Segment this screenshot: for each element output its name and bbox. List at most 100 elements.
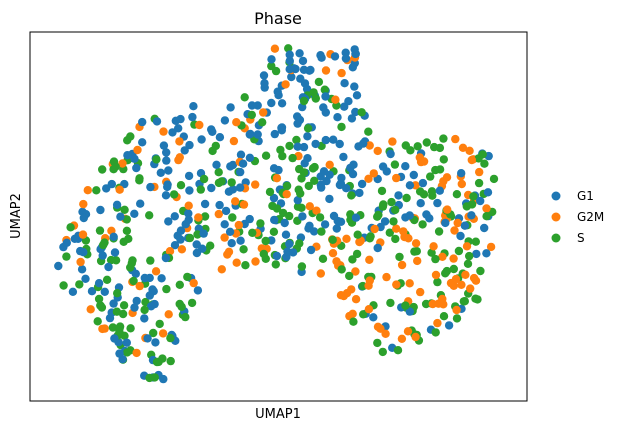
data-point-g1 (104, 262, 113, 272)
data-point-g2m (165, 247, 175, 256)
data-point-s (385, 228, 394, 237)
data-point-s (390, 160, 400, 169)
data-point-s (123, 348, 132, 357)
data-point-s (95, 226, 105, 235)
data-point-g1 (329, 211, 339, 221)
data-point-g1 (422, 210, 431, 219)
data-point-g1 (170, 241, 180, 250)
data-point-g1 (130, 154, 139, 163)
data-point-g2m (428, 299, 437, 309)
data-point-g2m (431, 270, 441, 280)
data-point-g2m (458, 143, 468, 152)
data-point-g2m (217, 265, 226, 274)
data-point-g2m (331, 95, 340, 104)
legend-label-g2m: G2M (577, 210, 604, 224)
data-point-g1 (131, 269, 140, 278)
data-point-g1 (416, 199, 425, 208)
data-point-s (271, 260, 280, 269)
data-point-g2m (175, 137, 184, 146)
data-point-s (373, 338, 382, 348)
data-point-g2m (174, 155, 183, 165)
data-point-s (118, 309, 128, 319)
data-point-g2m (223, 250, 232, 259)
data-point-g1 (215, 133, 225, 142)
data-point-g2m (86, 305, 95, 314)
legend-marker-g1 (551, 191, 561, 201)
data-point-g1 (225, 227, 235, 236)
data-point-g1 (94, 279, 104, 288)
data-point-s (391, 234, 400, 244)
data-point-g1 (143, 334, 152, 343)
data-point-g2m (159, 127, 168, 136)
data-point-g1 (298, 56, 308, 66)
data-point-s (150, 373, 159, 382)
data-point-g2m (471, 276, 481, 285)
data-point-g1 (260, 79, 269, 88)
data-point-s (108, 323, 118, 332)
data-point-g1 (140, 273, 149, 283)
data-point-s (471, 294, 480, 303)
data-point-s (426, 172, 435, 181)
data-point-s (465, 251, 474, 261)
data-point-s (431, 328, 440, 337)
data-point-g1 (274, 165, 283, 175)
data-point-g1 (380, 217, 390, 226)
data-point-g1 (351, 107, 360, 117)
data-point-g2m (251, 257, 260, 266)
data-point-g2m (78, 230, 88, 239)
data-point-s (418, 220, 427, 229)
data-point-g1 (270, 129, 279, 139)
data-point-s (452, 190, 462, 199)
data-point-s (181, 312, 190, 322)
data-point-g1 (110, 248, 120, 257)
data-point-g1 (288, 248, 298, 257)
data-point-g1 (293, 142, 302, 151)
data-point-s (357, 108, 366, 117)
data-point-s (452, 314, 462, 323)
data-point-g2m (365, 255, 374, 264)
data-point-g1 (285, 239, 294, 249)
data-point-s (124, 234, 133, 243)
data-point-g1 (352, 91, 362, 100)
data-point-g2m (164, 310, 173, 319)
data-point-g2m (449, 281, 458, 290)
data-point-s (96, 301, 105, 310)
data-point-g1 (161, 191, 171, 200)
data-point-g2m (364, 174, 373, 183)
data-point-g1 (162, 148, 171, 157)
data-point-g1 (253, 130, 262, 139)
data-point-g1 (382, 167, 391, 176)
data-point-g1 (333, 113, 342, 122)
data-point-g2m (452, 305, 461, 315)
data-point-g1 (236, 150, 246, 159)
data-point-g1 (456, 231, 465, 241)
data-point-s (463, 259, 473, 268)
data-point-g1 (62, 238, 71, 247)
data-point-s (353, 230, 362, 239)
data-point-s (431, 254, 440, 264)
data-point-s (59, 281, 68, 290)
data-point-g2m (76, 257, 85, 267)
data-point-g1 (272, 251, 282, 261)
data-point-s (111, 162, 120, 171)
data-point-g1 (235, 183, 245, 192)
data-point-g1 (441, 218, 450, 228)
data-point-g2m (370, 224, 379, 234)
data-point-g1 (401, 162, 410, 171)
data-point-s (393, 346, 403, 355)
data-point-s (422, 138, 431, 147)
data-point-g2m (438, 294, 447, 304)
data-point-g2m (433, 318, 442, 328)
data-point-g1 (467, 211, 476, 220)
data-point-g1 (146, 302, 156, 311)
data-point-g1 (185, 186, 194, 195)
data-point-g1 (96, 205, 105, 215)
data-point-s (427, 248, 436, 257)
data-point-s (169, 190, 179, 199)
y-axis-label: UMAP2 (9, 193, 24, 239)
data-point-g1 (228, 185, 238, 194)
data-point-g1 (330, 52, 340, 61)
data-point-g1 (321, 92, 330, 101)
data-point-g1 (110, 334, 119, 343)
data-point-g1 (267, 98, 276, 108)
